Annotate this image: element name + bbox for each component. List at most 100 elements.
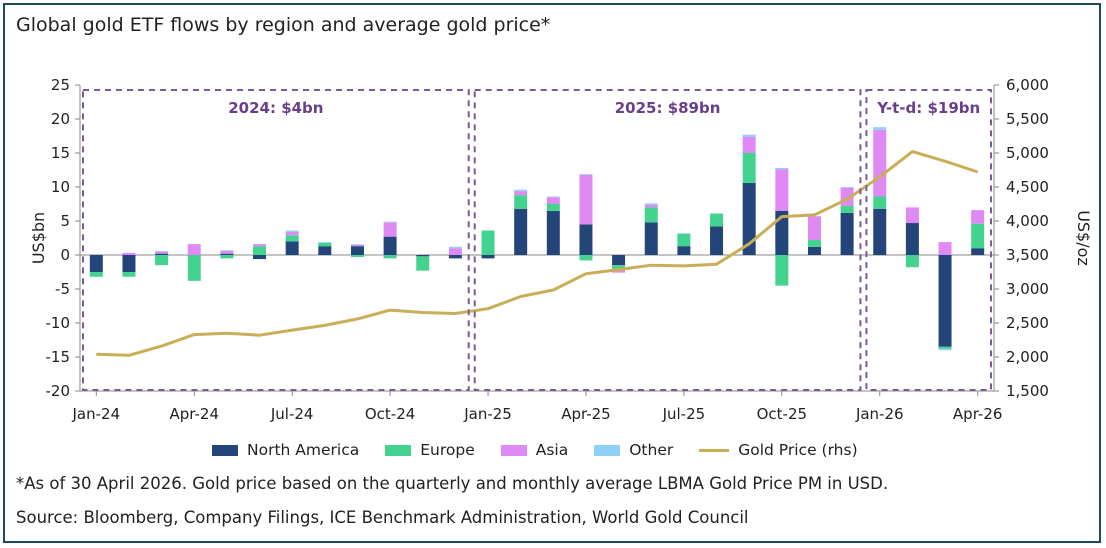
bar-europe (514, 195, 528, 209)
bar-asia (448, 248, 462, 255)
y-tick-label: -5 (55, 280, 70, 298)
bar-north-america (840, 212, 854, 255)
y2-tick-label: 6,000 (1006, 76, 1049, 94)
period-box (473, 89, 862, 391)
bar-asia (775, 169, 789, 211)
bar-europe (612, 265, 626, 269)
legend-swatch-north-america (212, 444, 238, 456)
x-tick-label: Oct-24 (365, 405, 415, 423)
bar-other (285, 230, 299, 232)
x-tick-label: Apr-24 (170, 405, 220, 423)
legend-label-europe: Europe (420, 441, 475, 459)
bar-europe (155, 255, 169, 266)
bar-asia (546, 197, 560, 204)
bar-north-america (285, 241, 299, 255)
chart-plot: 25 20 15 10 5 0 -5 -10 -15 -20 6,000 5,500 5,000 4,50… (29, 76, 1093, 423)
bar-north-america (710, 226, 724, 255)
y-axis-title: US$bn (29, 212, 48, 264)
bar-asia (579, 174, 593, 225)
bar-other (546, 196, 560, 198)
legend-label-north-america: North America (247, 441, 360, 459)
bar-europe (481, 230, 495, 255)
bar-north-america (677, 246, 691, 255)
legend-item-other: Other (594, 441, 673, 459)
legend-label-asia: Asia (535, 441, 569, 459)
legend-swatch-asia (500, 444, 527, 456)
bar-north-america (905, 223, 919, 255)
y-tick-label: -20 (46, 382, 71, 400)
bar-other (742, 134, 756, 137)
bar-europe (938, 346, 952, 349)
bar-asia (644, 204, 658, 208)
bar-asia (383, 222, 397, 237)
y2-tick-label: 3,000 (1006, 280, 1049, 298)
bar-other (318, 242, 332, 243)
bar-north-america (122, 255, 136, 272)
legend-item-gold-price: Gold Price (rhs) (699, 441, 858, 459)
bar-north-america (220, 253, 234, 255)
bar-north-america (350, 246, 364, 255)
x-tick-label: Apr-25 (561, 405, 611, 423)
bar-europe (579, 255, 593, 261)
bar-other (448, 246, 462, 249)
bar-europe (546, 204, 560, 211)
bar-europe (220, 255, 234, 259)
bar-asia (807, 216, 821, 241)
bar-north-america (644, 222, 658, 255)
chart-title: Global gold ETF flows by region and aver… (16, 14, 551, 36)
bar-europe (285, 235, 299, 242)
bar-asia (187, 244, 201, 255)
bar-north-america (89, 255, 103, 272)
x-tick-label: Jan-25 (463, 405, 512, 423)
bar-north-america (546, 210, 560, 255)
bar-asia (122, 252, 136, 255)
bar-asia (905, 207, 919, 224)
y2-tick-label: 5,500 (1006, 110, 1049, 128)
bar-europe (873, 196, 887, 209)
bar-north-america (155, 253, 169, 255)
bar-europe (905, 255, 919, 268)
bar-europe (971, 223, 985, 249)
period-box (82, 89, 470, 391)
y2-tick-label: 1,500 (1006, 382, 1049, 400)
bar-asia (155, 251, 169, 254)
bar-europe (383, 255, 397, 259)
bar-other (938, 348, 952, 351)
bar-north-america (318, 246, 332, 255)
y2-tick-label: 4,500 (1006, 178, 1049, 196)
legend-swatch-europe (385, 444, 412, 456)
bar-north-america (481, 255, 495, 259)
bar-asia (971, 210, 985, 224)
bar-europe (677, 233, 691, 247)
x-tick-label: Jan-26 (855, 405, 904, 423)
y-tick-label: 0 (60, 246, 70, 264)
y2-tick-label: 5,000 (1006, 144, 1049, 162)
bar-north-america (514, 208, 528, 255)
bar-north-america (416, 255, 430, 257)
bar-europe (122, 272, 136, 277)
legend-swatch-other (594, 444, 621, 456)
y2-tick-label: 4,000 (1006, 212, 1049, 230)
y-tick-label: 20 (51, 110, 70, 128)
y-tick-label: -15 (46, 348, 71, 366)
bar-europe (710, 213, 724, 227)
bar-europe (840, 206, 854, 213)
y2-tick-label: 2,500 (1006, 314, 1049, 332)
bar-other (579, 174, 593, 175)
bar-other (775, 167, 789, 170)
period-box-label: 2025: $89bn (615, 99, 721, 117)
bar-europe (644, 207, 658, 223)
legend-label-gold-price: Gold Price (rhs) (738, 441, 858, 459)
x-tick-label: Jul-25 (662, 405, 706, 423)
bar-other (677, 233, 691, 234)
y2-tick-label: 3,500 (1006, 246, 1049, 264)
bar-europe (807, 240, 821, 247)
footnote: *As of 30 April 2026. Gold price based o… (16, 474, 889, 493)
bar-other (644, 203, 658, 205)
y-tick-label: 25 (51, 76, 70, 94)
bar-north-america (807, 246, 821, 255)
bar-north-america (579, 224, 593, 255)
legend-item-europe: Europe (385, 441, 475, 459)
x-tick-label: Oct-25 (757, 405, 807, 423)
y-tick-label: 10 (51, 178, 70, 196)
